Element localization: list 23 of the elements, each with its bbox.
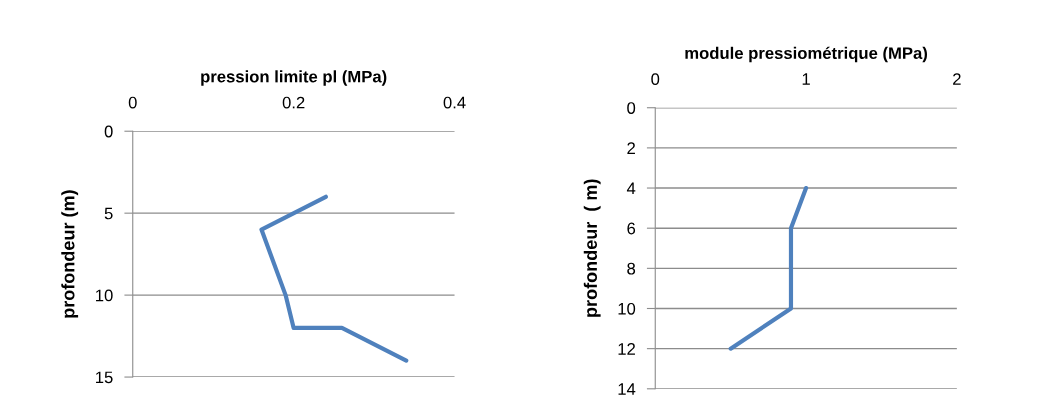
x-axis-title: pression limite pl (MPa)	[201, 70, 387, 86]
x-tick-label: 1	[802, 73, 810, 85]
y-tick-label: 2	[627, 142, 635, 154]
y-tick-label: 15	[96, 371, 113, 384]
x-tick-label: 0	[651, 73, 660, 85]
x-tick-label: 0.4	[443, 96, 466, 109]
y-tick-label: 14	[618, 383, 636, 395]
y-tick-label: 12	[618, 343, 635, 355]
y-tick-label: 4	[626, 182, 636, 195]
y-axis-title: profondeur (m)	[61, 190, 79, 318]
y-tick-label: 10	[618, 302, 636, 315]
y-axis-title: profondeur ( m)	[583, 179, 601, 317]
line-series	[728, 185, 809, 351]
y-tick-label: 0	[104, 125, 113, 138]
y-tick-label: 10	[96, 289, 113, 302]
x-tick-label: 2	[953, 73, 961, 85]
y-tick-label: 6	[627, 222, 636, 235]
x-tick-label: 0	[128, 96, 137, 109]
y-tick-label: 8	[627, 262, 636, 275]
x-tick-label: 0.2	[282, 96, 305, 109]
x-axis-title: module pressiométrique (MPa)	[685, 46, 928, 63]
line-series	[259, 194, 409, 363]
y-tick-label: 5	[104, 207, 113, 220]
